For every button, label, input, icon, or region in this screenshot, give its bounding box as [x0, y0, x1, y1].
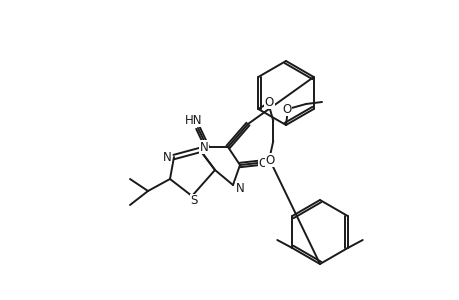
Text: N: N — [162, 151, 171, 164]
Text: S: S — [190, 194, 197, 208]
Text: O: O — [282, 103, 291, 116]
Text: N: N — [199, 140, 208, 154]
Text: O: O — [258, 157, 267, 169]
Text: N: N — [235, 182, 244, 194]
Text: O: O — [264, 95, 273, 109]
Text: O: O — [265, 154, 274, 166]
Text: HN: HN — [185, 113, 202, 127]
